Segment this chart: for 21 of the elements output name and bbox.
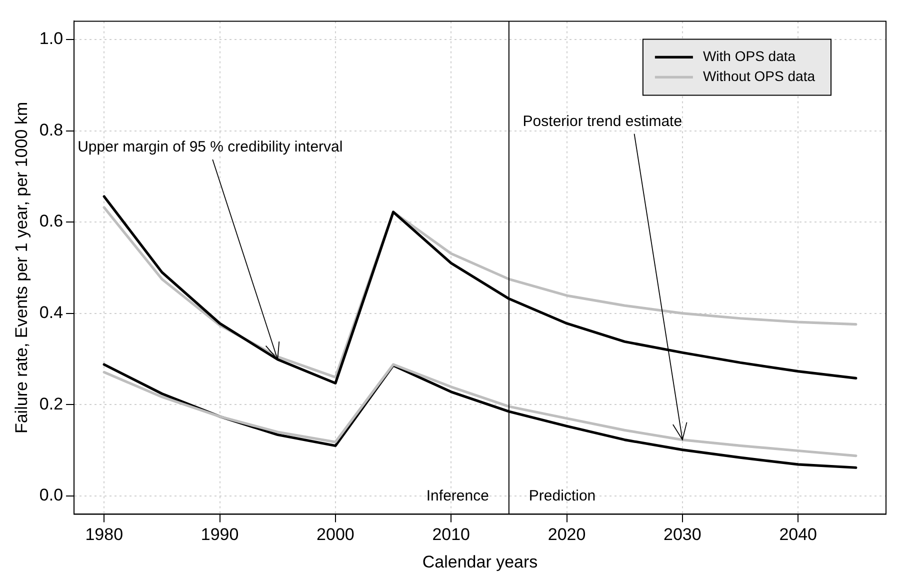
y-tick-label: 1.0 (39, 29, 64, 48)
x-tick-label: 2010 (432, 525, 470, 544)
annotation: Upper margin of 95 % credibility interval (78, 138, 343, 156)
x-tick-label: 2040 (779, 525, 818, 544)
y-tick-label: 0.6 (39, 212, 64, 231)
y-tick-label: 0.4 (39, 303, 64, 322)
y-tick-label: 0.2 (39, 394, 64, 414)
y-axis-title: Failure rate, Events per 1 year, per 1000 km (12, 102, 31, 434)
legend-label: Without OPS data (702, 68, 816, 84)
y-tick-label: 0.0 (39, 486, 64, 505)
x-tick-label: 1980 (85, 525, 124, 544)
annotation: Posterior trend estimate (522, 112, 682, 130)
x-tick-label: 1990 (200, 525, 239, 544)
x-tick-label: 2030 (664, 525, 702, 544)
legend-label: With OPS data (702, 48, 796, 64)
annotation: Inference (426, 487, 489, 504)
x-tick-label: 2020 (548, 525, 586, 544)
x-axis-title: Calendar years (422, 552, 538, 572)
y-tick-label: 0.8 (39, 120, 64, 140)
annotation: Prediction (528, 487, 596, 504)
x-tick-label: 2000 (316, 525, 354, 544)
